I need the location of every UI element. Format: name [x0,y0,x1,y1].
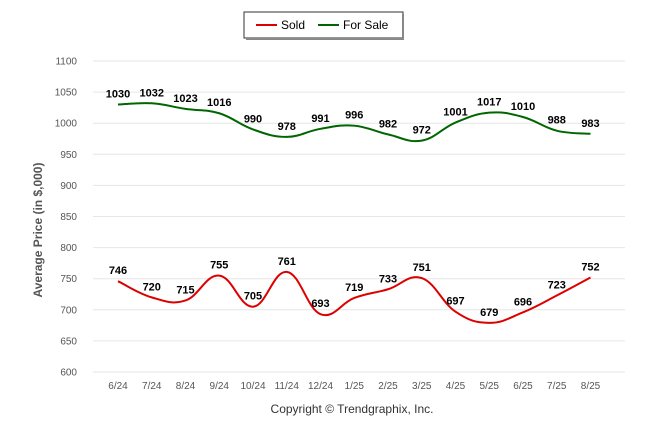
x-axis-ticks: 6/24 7/24 8/24 9/24 10/24 11/24 12/24 1/25 2/25 3… [108,381,600,392]
y-tick-label: 700 [60,305,77,316]
sold-data-label: 746 [109,265,127,277]
for-sale-data-label: 982 [379,118,397,130]
y-tick-label: 1000 [55,119,78,130]
y-tick-label: 750 [60,274,77,285]
for-sale-data-label: 972 [413,125,431,137]
x-tick-label: 1/25 [345,381,365,392]
sold-data-label: 733 [379,273,397,285]
sold-series-line [117,270,591,324]
copyright-text: Copyright © Trendgraphix, Inc. [271,402,434,416]
for-sale-data-label: 978 [278,121,296,133]
y-tick-label: 950 [60,150,77,161]
x-tick-label: 11/24 [275,381,300,392]
for-sale-data-label: 988 [548,115,566,127]
sold-data-label: 679 [480,307,498,319]
sold-data-label: 697 [446,296,464,308]
sold-data-label: 751 [413,262,431,274]
sold-data-label: 693 [311,298,329,310]
x-tick-label: 2/25 [378,381,398,392]
for-sale-data-label: 1030 [106,89,130,101]
sold-data-label: 752 [581,261,599,273]
sold-data-label: 720 [143,281,161,293]
for-sale-data-label: 1010 [511,101,535,113]
for-sale-series-line [117,102,591,143]
x-tick-label: 8/25 [581,381,601,392]
x-tick-label: 12/24 [308,381,333,392]
x-tick-label: 6/24 [108,381,128,392]
gridlines [93,60,625,373]
for-sale-data-label: 1016 [207,97,231,109]
for-sale-data-label: 983 [581,118,599,130]
for-sale-data-label: 1023 [173,93,197,105]
y-tick-label: 1050 [55,88,78,99]
y-tick-label: 850 [60,212,77,223]
y-axis-title: Average Price (in $,000) [31,163,45,298]
sold-legend-label: Sold [281,18,305,32]
sold-data-label: 723 [548,279,566,291]
sold-data-label: 696 [514,296,532,308]
x-tick-label: 4/25 [446,381,466,392]
y-axis-ticks: 600 650 700 750 800 850 900 950 1000 1050 1100 [55,57,78,379]
for-sale-data-label: 990 [244,113,262,125]
x-tick-label: 8/24 [176,381,196,392]
sold-data-label: 715 [176,284,194,296]
x-tick-label: 7/24 [142,381,162,392]
series-lines [117,102,591,324]
sold-data-label: 705 [244,291,262,303]
y-tick-label: 650 [60,336,77,347]
for-sale-data-label: 1017 [477,97,501,109]
for-sale-data-label: 991 [311,113,329,125]
y-tick-label: 600 [60,368,77,379]
sold-data-label: 719 [345,282,363,294]
data-labels: 746 720 715 755 705 761 693 719 733 751 697 679 696 7… [106,87,600,319]
for-sale-data-label: 1032 [140,87,164,99]
x-tick-label: 5/25 [480,381,500,392]
x-tick-label: 10/24 [240,381,265,392]
x-tick-label: 3/25 [412,381,432,392]
sold-data-label: 755 [210,260,228,272]
legend[interactable]: Sold For Sale [243,11,404,40]
sold-data-label: 761 [278,256,296,268]
x-tick-label: 9/24 [210,381,230,392]
y-tick-label: 800 [60,243,77,254]
y-tick-label: 900 [60,181,77,192]
for-sale-legend-label: For Sale [343,18,389,32]
y-tick-label: 1100 [55,57,77,68]
x-tick-label: 7/25 [547,381,567,392]
for-sale-data-label: 1001 [443,107,467,119]
x-tick-label: 6/25 [513,381,533,392]
for-sale-data-label: 996 [345,110,363,122]
